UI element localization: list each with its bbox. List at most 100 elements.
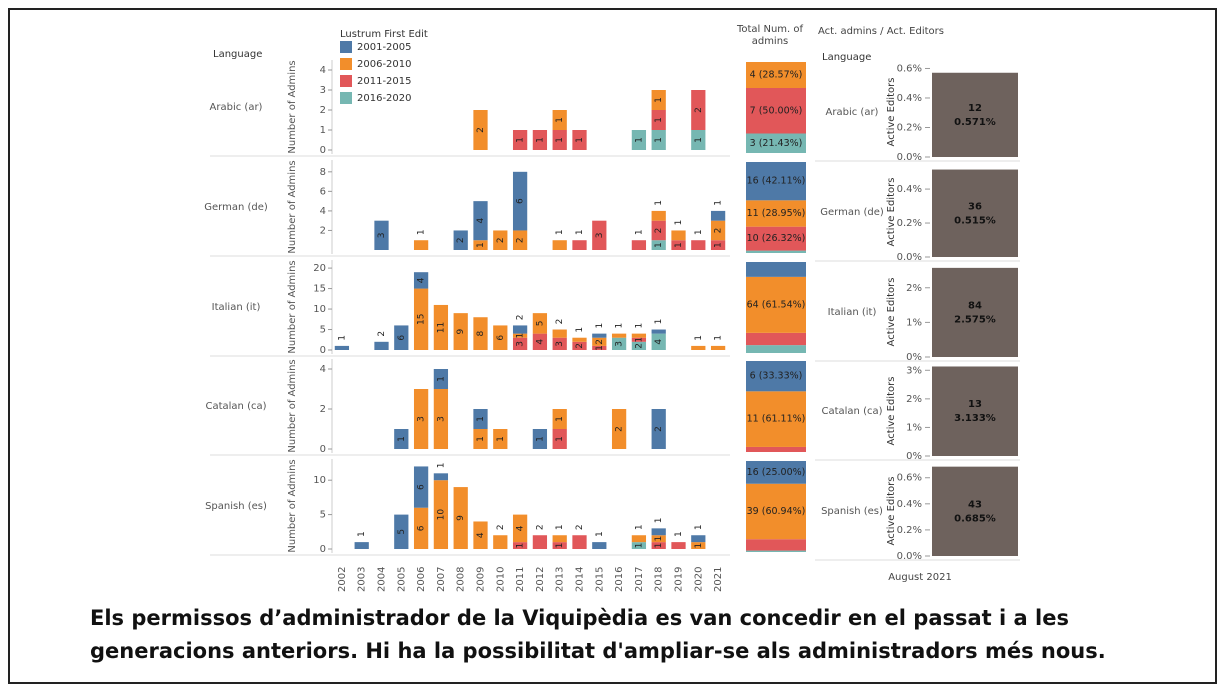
total-segment	[746, 276, 806, 333]
y-tick-label: 2%	[906, 283, 922, 294]
total-label: 6 (33.33%)	[750, 371, 803, 382]
bar-segment	[413, 272, 429, 289]
y-tick-label: 10	[313, 475, 326, 486]
bar-label: 1	[516, 333, 526, 339]
ratio-label: 0.685%	[954, 513, 996, 524]
y-tick-label: 10	[313, 304, 326, 315]
bar-label: 1	[634, 229, 644, 235]
bar-segment	[631, 130, 647, 150]
y-axis-label: Number of Admins	[287, 359, 298, 452]
x-tick-label: 2013	[555, 567, 566, 592]
bar-segment	[651, 535, 666, 543]
legend-label: 2001-2005	[357, 42, 412, 53]
x-tick-label: 2005	[396, 567, 407, 592]
bar-label: 1	[674, 531, 684, 537]
bar-segment	[671, 240, 686, 250]
bar-label: 1	[476, 436, 486, 442]
bar-label: 2	[377, 331, 387, 337]
bar-label: 3	[417, 416, 427, 422]
bar-label: 1	[654, 536, 664, 542]
bar-segment	[691, 345, 706, 350]
y-tick-label: 3%	[906, 365, 922, 376]
bar-label: 1	[555, 416, 565, 422]
bar-segment	[691, 90, 706, 130]
bar-label: 3	[377, 232, 387, 238]
ratio-bar	[932, 72, 1018, 157]
bar-segment	[433, 473, 449, 481]
bar-segment	[433, 480, 449, 549]
bar-segment	[631, 240, 647, 250]
bar-label: 1	[555, 117, 565, 123]
y-tick-label: 5	[320, 325, 326, 336]
bar-label: 3	[516, 341, 526, 347]
bar-segment	[611, 337, 627, 350]
bar-segment	[394, 429, 409, 449]
x-tick-label: 2009	[476, 567, 487, 592]
bar-segment	[572, 535, 587, 549]
bar-segment	[374, 341, 389, 350]
ratio-label: 3.133%	[954, 413, 996, 424]
y-tick-label: 2	[320, 105, 326, 116]
bar-label: 4	[476, 218, 486, 224]
bar-label: 1	[714, 200, 724, 206]
bar-segment	[552, 535, 567, 543]
y-tick-label: 0.0%	[897, 152, 922, 163]
y-axis-label: Active Editors	[886, 278, 897, 347]
x-tick-label: 2002	[337, 567, 348, 592]
bar-segment	[433, 304, 449, 350]
bar-segment	[512, 130, 528, 150]
total-segment	[746, 332, 806, 346]
bar-label: 1	[654, 97, 664, 103]
y-tick-label: 4	[320, 206, 326, 217]
y-tick-label: 2	[320, 225, 326, 236]
x-tick-label: 2008	[456, 567, 467, 592]
bar-label: 6	[496, 335, 506, 341]
bar-label: 11	[436, 322, 446, 333]
bar-segment	[552, 110, 567, 130]
bar-label: 3	[615, 341, 625, 347]
bar-label: 2	[615, 426, 625, 432]
bar-label: 1	[654, 517, 664, 523]
y-axis-label: Number of Admins	[287, 260, 298, 353]
bar-segment	[671, 542, 686, 549]
bar-segment	[631, 542, 647, 549]
x-tick-label: 2014	[575, 567, 586, 592]
bar-label: 1	[714, 335, 724, 341]
bar-label: 6	[417, 484, 427, 490]
bar-label: 1	[714, 242, 724, 248]
y-tick-label: 1%	[906, 422, 922, 433]
bar-segment	[552, 130, 567, 150]
y-tick-label: 0	[320, 444, 326, 455]
bar-segment	[532, 130, 548, 150]
bar-segment	[710, 345, 726, 350]
legend-label: 2006-2010	[357, 59, 412, 70]
total-segment	[746, 62, 806, 88]
bar-segment	[592, 333, 607, 338]
bar-segment	[413, 466, 429, 508]
total-segment	[746, 250, 806, 253]
bar-segment	[651, 210, 666, 221]
bar-label: 1	[634, 137, 644, 143]
total-segment	[746, 446, 806, 452]
bar-label: 10	[436, 509, 446, 521]
total-label: 16 (25.00%)	[747, 467, 806, 478]
bar-label: 1	[476, 416, 486, 422]
bar-segment	[552, 329, 567, 338]
admins-label: 84	[968, 300, 982, 311]
bar-label: 1	[516, 543, 526, 549]
bar-label: 2	[516, 315, 526, 321]
bar-label: 1	[555, 137, 565, 143]
y-tick-label: 0	[320, 145, 326, 156]
bar-label: 1	[654, 543, 664, 549]
bar-segment	[473, 201, 488, 241]
total-segment	[746, 345, 806, 353]
bar-segment	[433, 369, 449, 389]
bar-label: 4	[417, 277, 427, 283]
bar-label: 1	[694, 524, 704, 530]
x-tick-label: 2017	[634, 567, 645, 592]
row-label: German (de)	[820, 207, 884, 218]
bar-segment	[413, 288, 429, 350]
bar-label: 1	[634, 543, 644, 549]
total-segment	[746, 88, 806, 134]
row-label: Arabic (ar)	[210, 102, 263, 113]
